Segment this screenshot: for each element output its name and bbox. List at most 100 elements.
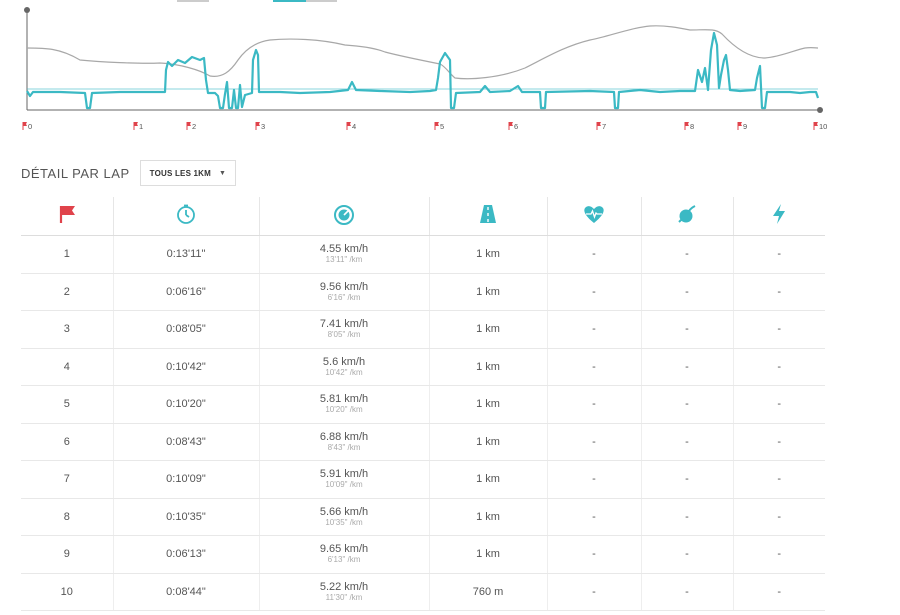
lap-distance: 1 km [428,498,547,536]
lap-marker-label: 9 [743,122,747,131]
lap-marker-label: 6 [514,122,518,131]
lap-time: 0:10'20" [112,385,259,424]
lap-power: - [732,235,825,274]
lap-distance: 1 km [428,235,547,274]
col-lap[interactable] [21,197,113,236]
lap-power: - [732,535,825,574]
lap-pace: 11'30" /km [325,592,363,602]
lap-marker[interactable]: 7 [596,122,606,131]
table-row[interactable]: 8 0:10'35" 5.66 km/h 10'35" /km 1 km - - - [21,498,825,536]
lap-speed: 5.6 km/h [322,355,366,368]
lap-number: 5 [21,385,113,424]
lap-speed: 9.56 km/h [319,280,369,293]
lap-marker-label: 5 [440,122,444,131]
lap-pace: 10'35" /km [325,517,363,527]
table-row[interactable]: 5 0:10'20" 5.81 km/h 10'20" /km 1 km - - - [21,385,825,424]
lap-marker[interactable]: 8 [684,122,694,131]
flag-icon [59,205,75,223]
lap-marker-label: 4 [352,122,356,131]
lap-pace: 6'13" /km [327,555,361,565]
activity-chart: 0 1 2 3 4 5 6 7 8 9 10 [0,0,900,140]
y-axis-cap [24,7,30,13]
lap-number: 6 [21,423,113,461]
table-row[interactable]: 3 0:08'05" 7.41 km/h 8'05" /km 1 km - - - [21,310,825,349]
table-row[interactable]: 2 0:06'16" 9.56 km/h 6'16" /km 1 km - - - [21,273,825,311]
lap-pace: 8'05" /km [327,330,361,340]
lap-speed: 9.65 km/h [319,543,369,556]
lap-speed-cell: 9.56 km/h 6'16" /km [258,273,429,311]
lap-marker[interactable]: 9 [737,122,747,131]
lap-number: 4 [21,348,113,386]
lap-pace: 10'20" /km [325,405,363,415]
lap-distance: 1 km [428,348,547,386]
lap-pace: 10'09" /km [325,480,363,490]
lap-marker[interactable]: 1 [133,122,143,131]
speedometer-icon [334,204,354,225]
lap-number: 3 [21,310,113,349]
lap-cadence: - [640,423,733,461]
chevron-down-icon: ▼ [219,169,226,177]
table-row[interactable]: 10 0:08'44" 5.22 km/h 11'30" /km 760 m--- [21,573,825,611]
lap-number: 9 [21,535,113,574]
lap-speed: 5.66 km/h [319,505,369,518]
lap-power: - [732,273,825,311]
table-row[interactable]: 1 0:13'11" 4.55 km/h 13'11" /km 1 km - - - [21,235,825,274]
lap-marker-label: 3 [261,122,265,131]
lap-marker-label: 0 [28,122,32,131]
stopwatch-icon [177,204,195,224]
lap-heart-rate: - [546,535,641,574]
lap-marker-label: 8 [690,122,694,131]
lap-speed-cell: 5.22 km/h 11'30" /km [258,573,429,611]
lap-time: 0:08'05" [112,310,259,349]
section-title: DÉTAIL PAR LAP [21,165,130,181]
lap-marker-label: 1 [139,122,143,131]
col-cadence[interactable] [640,197,733,236]
lap-detail-header: DÉTAIL PAR LAP TOUS LES 1KM ▼ [21,160,236,186]
lap-heart-rate: - [546,385,641,424]
lap-heart-rate: - [546,273,641,311]
lap-heart-rate: - [546,498,641,536]
lap-time: 0:10'35" [112,498,259,536]
lap-heart-rate: - [546,573,641,611]
lap-cadence: - [640,573,733,611]
table-row[interactable]: 7 0:10'09" 5.91 km/h 10'09" /km 1 km - - - [21,460,825,499]
col-time[interactable] [112,197,259,236]
lap-heart-rate: - [546,348,641,386]
col-distance[interactable] [428,197,547,236]
x-axis-cap [817,107,823,113]
lap-split-dropdown[interactable]: TOUS LES 1KM ▼ [139,160,236,186]
chart-canvas[interactable]: 0 1 2 3 4 5 6 7 8 9 10 [0,0,900,140]
lap-marker[interactable]: 3 [255,122,265,131]
lap-distance: 1 km [428,423,547,461]
lap-cadence: - [640,498,733,536]
lap-number: 8 [21,498,113,536]
lap-speed: 6.88 km/h [319,430,369,443]
lap-marker[interactable]: 5 [434,122,444,131]
lap-cadence: - [640,273,733,311]
lap-marker[interactable]: 6 [508,122,518,131]
lap-speed-cell: 5.6 km/h 10'42" /km [258,348,429,386]
lap-heart-rate: - [546,310,641,349]
lap-marker[interactable]: 10 [813,122,827,131]
lap-speed-cell: 6.88 km/h 8'43" /km [258,423,429,461]
lap-time: 0:06'16" [112,273,259,311]
lap-marker[interactable]: 4 [346,122,356,131]
lap-speed-cell: 5.81 km/h 10'20" /km [258,385,429,424]
lap-speed: 5.22 km/h [319,580,369,593]
lap-distance: 760 m [428,573,547,611]
speed-line [26,31,820,110]
lap-marker[interactable]: 2 [186,122,196,131]
lap-marker[interactable]: 0 [22,122,32,131]
col-heart-rate[interactable] [546,197,641,236]
lap-pace: 10'42" /km [325,367,363,377]
lap-speed: 5.81 km/h [319,393,369,406]
table-row[interactable]: 4 0:10'42" 5.6 km/h 10'42" /km 1 km - - - [21,348,825,386]
cadence-icon [678,204,696,223]
col-power[interactable] [732,197,825,236]
table-row[interactable]: 6 0:08'43" 6.88 km/h 8'43" /km 1 km - - - [21,423,825,461]
table-row[interactable]: 9 0:06'13" 9.65 km/h 6'13" /km 1 km - - - [21,535,825,574]
lap-heart-rate: - [546,423,641,461]
col-speed[interactable] [258,197,429,236]
lap-cadence: - [640,535,733,574]
lap-cadence: - [640,310,733,349]
